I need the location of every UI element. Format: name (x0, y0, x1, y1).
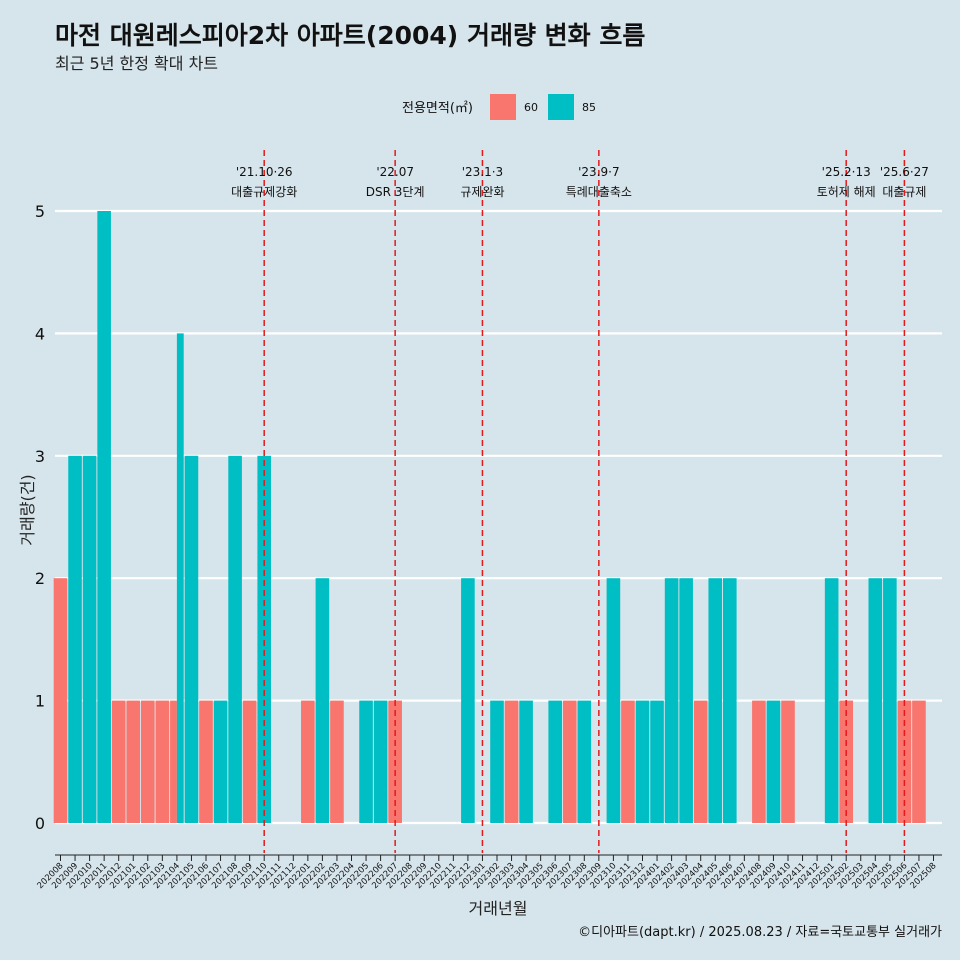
bar-60-202008 (53, 578, 68, 823)
bar-60-202507 (912, 700, 926, 823)
bar-85-202009 (68, 455, 82, 823)
bar-85-202401 (650, 700, 664, 823)
event-date-1: '22.07 (376, 165, 414, 179)
y-axis-labels: 0 1 2 3 4 5 (35, 202, 45, 833)
bar-60-202203 (330, 700, 344, 823)
x-axis-title: 거래년월 (469, 899, 528, 918)
bar-60-202103 (155, 700, 170, 823)
bars (53, 211, 926, 823)
bar-60-202106 (199, 700, 213, 823)
event-date-4: '25.2·13 (822, 165, 871, 179)
bar-85-202308 (577, 700, 592, 823)
bar-85-202302 (490, 700, 504, 823)
y-axis-title: 거래량(건) (18, 474, 37, 545)
legend-swatch-60 (490, 94, 516, 120)
bar-60-202408 (752, 700, 766, 823)
bar-85-202108 (228, 455, 242, 823)
bar-85-202306 (548, 700, 562, 823)
bar-60-202311 (621, 700, 635, 823)
bar-60-202104 (170, 700, 177, 823)
event-date-0: '21.10·26 (236, 165, 293, 179)
bar-85-202010 (82, 455, 97, 823)
bar-85-202104 (176, 333, 184, 823)
bar-60-202101 (126, 700, 141, 823)
bar-85-202202 (315, 578, 330, 823)
bar-60-202307 (562, 700, 577, 823)
bar-60-202109 (242, 700, 257, 823)
bar-85-202205 (359, 700, 373, 823)
y-tick-label-2: 2 (35, 569, 45, 588)
event-date-3: '23.9·7 (578, 165, 619, 179)
bar-60-202404 (693, 700, 708, 823)
event-label-5: 대출규제 (882, 185, 926, 199)
chart-title: 마전 대원레스피아2차 아파트(2004) 거래량 변화 흐름 (55, 21, 645, 50)
event-markers: '21.10·26 대출규제강화 '22.07 DSR 3단계 '23.1·3 규제완화 '… (231, 150, 929, 853)
event-label-2: 규제완화 (460, 185, 504, 199)
y-tick-label-3: 3 (35, 447, 45, 466)
bar-85-202505 (883, 578, 897, 823)
bar-85-202011 (97, 211, 111, 823)
bar-85-202504 (868, 578, 883, 823)
bar-85-202304 (519, 700, 533, 823)
event-date-2: '23.1·3 (462, 165, 503, 179)
x-axis: 2020082020092020102020112020122021012021… (36, 854, 942, 891)
bar-60-202201 (301, 700, 315, 823)
bar-85-202402 (664, 578, 679, 823)
legend-label-60: 60 (524, 101, 538, 114)
bar-85-202206 (373, 700, 388, 823)
y-tick-label-5: 5 (35, 202, 45, 221)
bar-85-202107 (213, 700, 228, 823)
bar-60-202102 (141, 700, 155, 823)
legend-label-85: 85 (582, 101, 596, 114)
bar-85-202110 (257, 455, 271, 823)
event-label-1: DSR 3단계 (366, 185, 425, 199)
bar-85-202405 (708, 578, 723, 823)
bar-85-202501 (824, 578, 839, 823)
bar-85-202403 (679, 578, 693, 823)
y-tick-label-4: 4 (35, 324, 45, 343)
bar-60-202012 (111, 700, 126, 823)
legend-title: 전용면적(㎡) (402, 101, 473, 116)
bar-85-202406 (723, 578, 737, 823)
caption: ©디아파트(dapt.kr) / 2025.08.23 / 자료=국토교통부 실… (578, 925, 942, 940)
event-label-0: 대출규제강화 (231, 185, 297, 199)
chart-subtitle: 최근 5년 한정 확대 차트 (55, 54, 218, 73)
event-label-3: 특례대출축소 (566, 185, 632, 199)
bar-60-202303 (504, 700, 519, 823)
event-date-5: '25.6·27 (880, 165, 929, 179)
bar-85-202105 (184, 455, 199, 823)
event-label-4: 토허제 해제 (817, 185, 876, 199)
legend-swatch-85 (548, 94, 574, 120)
legend: 전용면적(㎡) 60 85 (402, 94, 596, 120)
y-tick-label-1: 1 (35, 692, 45, 711)
bar-85-202409 (766, 700, 781, 823)
bar-85-202212 (461, 578, 475, 823)
bar-85-202312 (635, 700, 650, 823)
bar-60-202410 (781, 700, 795, 823)
y-tick-label-0: 0 (35, 814, 45, 833)
bar-85-202310 (606, 578, 621, 823)
